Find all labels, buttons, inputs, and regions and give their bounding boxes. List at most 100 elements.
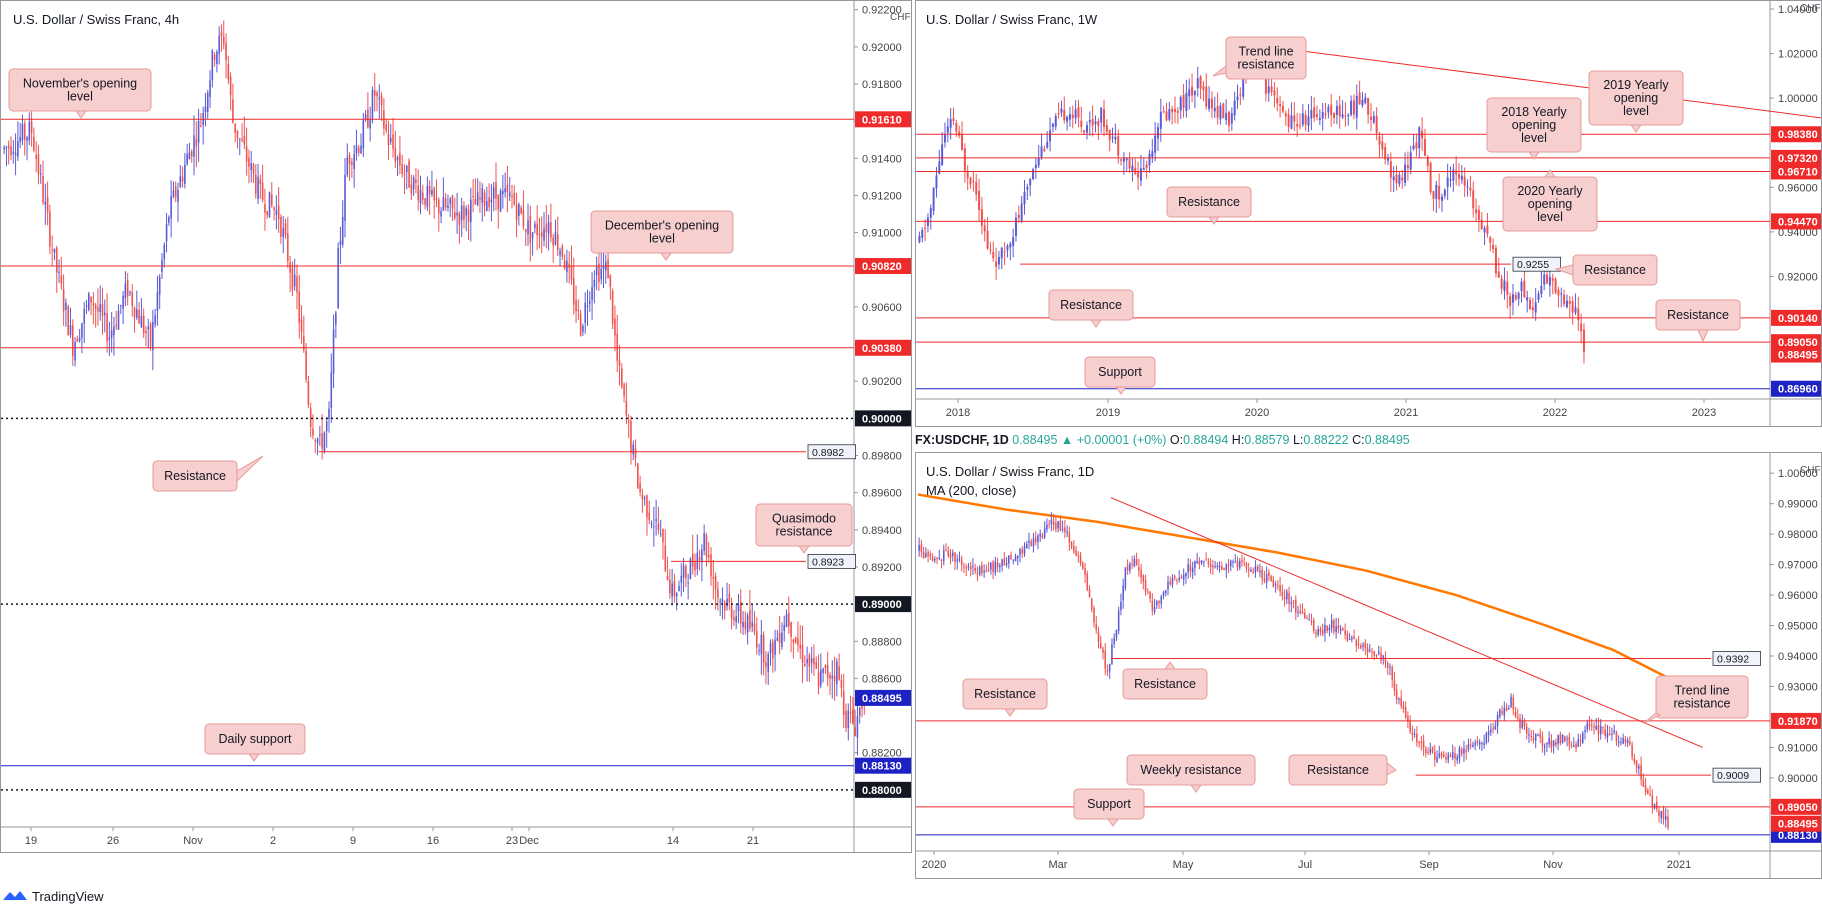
candle-body — [753, 623, 756, 632]
candle-body — [1570, 744, 1573, 746]
footer-brand[interactable]: TradingView — [2, 888, 104, 904]
candle-body — [929, 208, 932, 218]
candle-body — [1086, 573, 1089, 590]
candle-body — [1131, 165, 1134, 172]
trend-line — [1110, 497, 1703, 748]
candle-body — [762, 634, 765, 663]
callout-text: Support — [1087, 797, 1131, 811]
level-price-label: 0.90820 — [862, 261, 902, 273]
chart-panel-4h[interactable]: CHF0.922000.920000.918000.916000.914000.… — [0, 0, 912, 853]
candle-body — [447, 205, 449, 208]
chart-panel-1d[interactable]: CHF 1.00000 0.99000 0.98000 0.97000 0.96000 0.… — [915, 452, 1822, 879]
candle-body — [209, 80, 211, 98]
candle-body — [186, 154, 188, 164]
candle-body — [1378, 136, 1381, 145]
candle-body — [733, 617, 735, 621]
candle-body — [598, 263, 600, 283]
chart-4h-svg[interactable]: CHF0.922000.920000.918000.916000.914000.… — [1, 1, 911, 852]
candle-body — [1494, 725, 1497, 730]
level-price-label: 0.90000 — [862, 413, 902, 425]
candle-body — [23, 123, 26, 140]
candle-body — [220, 31, 223, 37]
candle-body — [30, 120, 33, 134]
candle-body — [14, 152, 17, 156]
callout-pointer — [1164, 661, 1176, 670]
candle-body — [1085, 125, 1088, 133]
candle-body — [1219, 105, 1222, 120]
candle-body — [1077, 107, 1080, 118]
candle-body — [408, 160, 410, 188]
candle-body — [536, 223, 538, 236]
candle-body — [1094, 121, 1097, 124]
candle-body — [666, 575, 669, 581]
chart-1w-svg[interactable]: CHF1.040001.020001.000000.960000.940000.… — [916, 1, 1821, 426]
candle-body — [1411, 732, 1414, 736]
candle-body — [1355, 640, 1358, 646]
time-tick-label: 2023 — [1692, 407, 1716, 419]
candle-body — [1296, 124, 1299, 127]
candle-body — [1298, 125, 1301, 127]
candle-body — [1080, 120, 1083, 127]
candle-body — [1151, 600, 1154, 611]
candle-body — [1173, 576, 1176, 579]
candle-body — [1506, 281, 1509, 295]
candle-body — [1259, 570, 1261, 573]
candle-body — [1074, 109, 1077, 119]
candle-body — [972, 181, 975, 183]
candle-body — [1317, 629, 1320, 636]
candle-body — [1106, 670, 1109, 672]
candle-body — [90, 296, 92, 303]
candle-body — [360, 145, 362, 154]
candle-body — [1104, 651, 1107, 669]
candle-body — [586, 305, 589, 307]
candle-body — [1205, 86, 1208, 107]
candle-body — [992, 561, 994, 572]
candle-body — [792, 639, 795, 643]
candle-body — [1008, 555, 1010, 564]
candle-body — [1580, 323, 1583, 332]
callout-text: opening — [1614, 91, 1659, 105]
candle-body — [1330, 620, 1333, 629]
candle-body — [1360, 645, 1362, 649]
chart-panel-1w[interactable]: CHF 1.04000 1.02000 1.00000 0.96000 0.94000 0.… — [915, 0, 1822, 427]
candle-body — [1534, 302, 1537, 313]
candle-body — [1565, 300, 1568, 308]
candle-body — [1272, 579, 1275, 587]
candle-body — [1541, 736, 1544, 746]
candle-body — [1530, 735, 1533, 737]
candle-body — [1307, 116, 1310, 126]
candle-body — [717, 589, 719, 598]
candle-body — [312, 428, 314, 436]
candle-body — [1180, 577, 1183, 579]
candle-body — [1520, 281, 1523, 292]
level-price-label: 0.90380 — [862, 343, 902, 355]
candle-body — [925, 553, 927, 558]
candle-body — [1467, 744, 1470, 750]
candle-body — [1381, 141, 1384, 150]
candle-body — [1169, 581, 1172, 584]
candle-body — [250, 162, 253, 171]
trend-line — [1253, 44, 1821, 119]
candle-body — [627, 420, 630, 423]
candle-body — [1540, 285, 1543, 295]
candle-body — [1372, 115, 1375, 123]
candle-body — [1281, 591, 1284, 597]
candle-body — [497, 194, 500, 210]
candle-body — [1209, 563, 1212, 567]
candle-body — [479, 197, 481, 200]
candle-body — [1521, 721, 1524, 728]
candle-body — [641, 494, 644, 500]
price-tick-label: 0.98000 — [1778, 529, 1818, 541]
candle-body — [451, 195, 454, 209]
candle-body — [437, 199, 440, 214]
candle-body — [703, 533, 705, 551]
callout-text: Resistance — [1060, 298, 1122, 312]
candle-body — [152, 321, 154, 351]
candle-body — [643, 497, 646, 499]
level-price-label: 0.89050 — [1778, 802, 1818, 814]
candle-body — [556, 234, 559, 251]
candle-body — [218, 35, 220, 54]
candle-body — [1371, 651, 1373, 653]
